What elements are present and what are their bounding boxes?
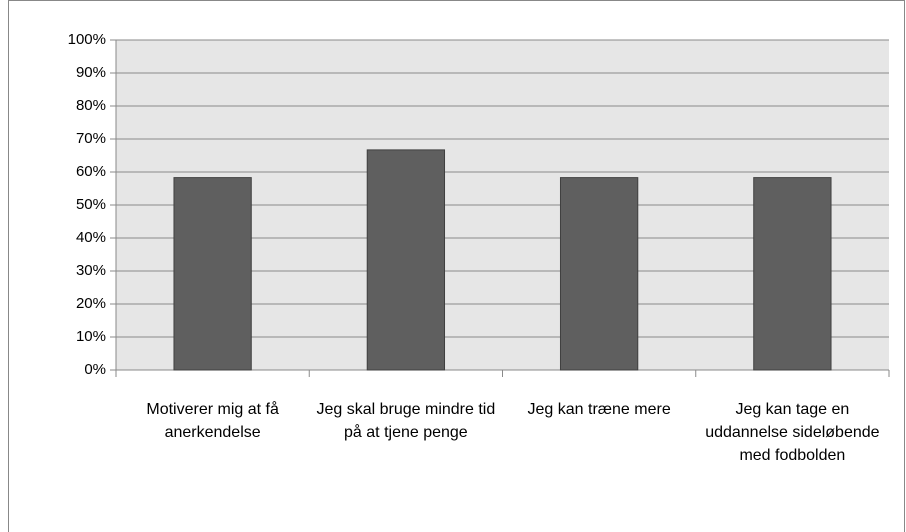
bar <box>753 177 832 371</box>
y-tick-label: 10% <box>76 328 106 345</box>
bar <box>173 177 252 371</box>
y-tick-label: 80% <box>76 97 106 114</box>
y-tick-label: 20% <box>76 295 106 312</box>
y-tick-label: 100% <box>68 31 106 48</box>
y-tick-label: 70% <box>76 130 106 147</box>
y-tick-label: 40% <box>76 229 106 246</box>
x-tick-label: Jeg kan tage en uddannelse sideløbende m… <box>705 401 880 464</box>
x-tick-label: Motiverer mig at få anerkendelse <box>146 401 279 441</box>
x-tick-label: Jeg kan træne mere <box>527 401 671 418</box>
y-tick-label: 50% <box>76 196 106 213</box>
bar <box>366 149 446 371</box>
y-tick-label: 0% <box>84 361 106 378</box>
y-tick-label: 30% <box>76 262 106 279</box>
bar <box>559 177 639 371</box>
y-tick-label: 60% <box>76 163 106 180</box>
y-tick-label: 90% <box>76 64 106 81</box>
x-tick-label: Jeg skal bruge mindre tid på at tjene pe… <box>316 401 496 441</box>
